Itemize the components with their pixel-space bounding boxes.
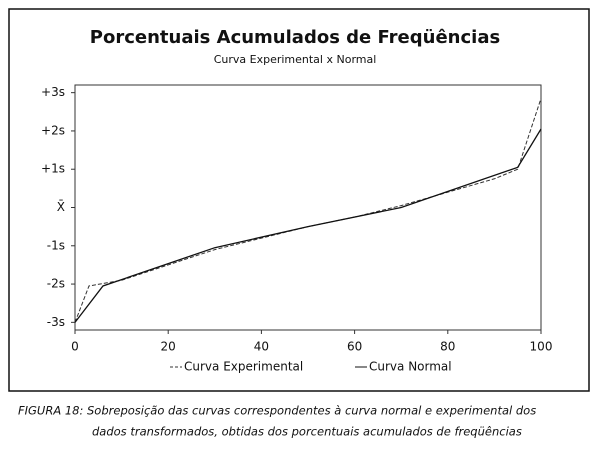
series-line	[74, 98, 542, 323]
legend-label: Curva Normal	[369, 360, 452, 374]
x-tick-label: 20	[161, 340, 176, 354]
y-tick-label: X̄	[57, 200, 65, 214]
caption-line: dados transformados, obtidas dos porcent…	[92, 425, 522, 439]
legend-label: Curva Experimental	[184, 360, 303, 374]
x-tick-label: 40	[254, 340, 269, 354]
plot-frame	[74, 84, 542, 331]
y-tick-label: -1s	[47, 238, 65, 252]
x-tick-label: 80	[440, 340, 455, 354]
frame	[8, 8, 590, 392]
x-tick-label: 100	[530, 340, 553, 354]
y-tick-label: -3s	[47, 315, 65, 329]
caption-line: FIGURA 18: Sobreposição das curvas corre…	[18, 404, 536, 418]
x-tick-label: 60	[347, 340, 362, 354]
y-tick-label: -2s	[47, 277, 65, 291]
chart-subtitle: Curva Experimental x Normal	[214, 53, 377, 66]
series-line	[74, 128, 542, 323]
x-tick-label: 0	[71, 340, 79, 354]
y-tick-label: +1s	[41, 162, 65, 176]
y-tick-label: +2s	[41, 123, 65, 137]
chart-title: Porcentuais Acumulados de Freqüências	[90, 27, 500, 48]
y-tick-label: +3s	[41, 85, 65, 99]
